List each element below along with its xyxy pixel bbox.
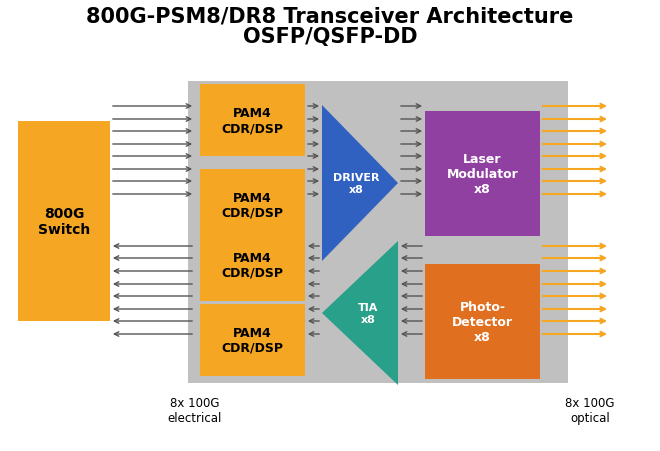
- Bar: [200, 230, 305, 301]
- Text: Laser
Modulator
x8: Laser Modulator x8: [447, 152, 518, 196]
- Bar: [425, 112, 540, 236]
- Bar: [425, 264, 540, 379]
- Text: 8x 100G
optical: 8x 100G optical: [565, 396, 614, 424]
- Text: 8x 100G
electrical: 8x 100G electrical: [168, 396, 222, 424]
- Bar: [200, 85, 305, 156]
- Bar: [200, 304, 305, 376]
- Polygon shape: [322, 241, 398, 385]
- Text: PAM4
CDR/DSP: PAM4 CDR/DSP: [222, 107, 284, 135]
- Text: Photo-
Detector
x8: Photo- Detector x8: [452, 300, 513, 343]
- Bar: [18, 122, 110, 321]
- Text: 800G-PSM8/DR8 Transceiver Architecture: 800G-PSM8/DR8 Transceiver Architecture: [86, 7, 574, 27]
- Text: PAM4
CDR/DSP: PAM4 CDR/DSP: [222, 326, 284, 354]
- Text: OSFP/QSFP-DD: OSFP/QSFP-DD: [243, 27, 417, 47]
- Bar: [188, 82, 568, 383]
- Text: PAM4
CDR/DSP: PAM4 CDR/DSP: [222, 192, 284, 220]
- Text: TIA
x8: TIA x8: [358, 303, 378, 324]
- Text: PAM4
CDR/DSP: PAM4 CDR/DSP: [222, 252, 284, 279]
- Text: 800G
Switch: 800G Switch: [38, 207, 90, 237]
- Polygon shape: [322, 106, 398, 262]
- Text: DRIVER
x8: DRIVER x8: [333, 173, 379, 194]
- Bar: [200, 170, 305, 241]
